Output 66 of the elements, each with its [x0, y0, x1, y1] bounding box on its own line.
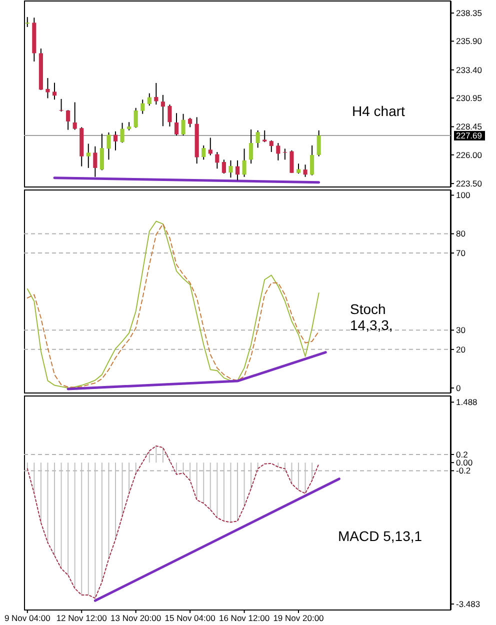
candlestick: [168, 104, 172, 127]
candlestick: [113, 130, 118, 151]
y-tick-label: 0: [456, 382, 461, 393]
candlestick: [160, 94, 165, 127]
y-tick-label: 70: [456, 248, 466, 258]
candlestick: [262, 130, 267, 143]
candlestick: [296, 163, 301, 174]
y-tick-label: 80: [456, 228, 466, 239]
candlestick: [134, 107, 138, 128]
candlestick: [208, 137, 212, 156]
y-tick-label: 20: [456, 344, 466, 354]
candlestick: [120, 122, 124, 144]
candlestick: [235, 160, 240, 181]
candlestick: [86, 143, 90, 168]
candlestick: [316, 130, 321, 157]
y-tick-label: 226.00: [456, 150, 482, 160]
x-tick-label: 12 Nov 12:00: [56, 613, 108, 623]
candlestick: [215, 151, 220, 170]
candlestick: [46, 78, 50, 99]
candlestick: [249, 128, 254, 164]
y-tick-label: 0.00: [456, 458, 473, 468]
x-tick-label: 19 Nov 20:00: [273, 613, 324, 623]
y-tick-label: -3.483: [456, 599, 480, 610]
candlestick: [66, 110, 70, 130]
candlestick: [174, 112, 179, 136]
candlestick: [269, 140, 274, 152]
y-tick-label: -0.2: [456, 466, 471, 476]
candlestick: [140, 99, 145, 114]
candlestick: [202, 144, 206, 160]
y-tick-label: 100: [456, 190, 470, 200]
candlestick: [59, 98, 64, 112]
candlestick: [72, 102, 77, 130]
candlestick: [52, 82, 57, 100]
candlestick: [154, 82, 158, 106]
y-tick-label: 228.45: [456, 122, 482, 132]
y-tick-label: 238.35: [456, 8, 482, 18]
annotation: H4 chart: [352, 103, 406, 119]
y-tick-label: 1.488: [456, 397, 478, 408]
candlestick: [228, 160, 233, 178]
candlestick: [147, 92, 152, 106]
candlestick: [100, 133, 104, 171]
candlestick: [181, 113, 186, 136]
candlestick: [310, 144, 314, 176]
candlestick: [188, 117, 192, 128]
candlestick: [222, 159, 226, 174]
candlestick: [290, 150, 294, 174]
x-tick-label: 15 Nov 04:00: [164, 613, 216, 623]
y-tick-label: 30: [456, 325, 466, 336]
candlestick: [106, 132, 111, 160]
candlestick: [303, 164, 308, 178]
candlestick: [276, 142, 280, 161]
x-tick-label: 13 Nov 20:00: [110, 613, 162, 623]
annotation: Stoch 14,3,3,: [350, 301, 393, 333]
candlestick: [242, 148, 246, 178]
candlestick: [93, 146, 98, 178]
candlestick: [256, 130, 260, 148]
y-tick-label: 223.50: [456, 178, 482, 189]
y-tick-label: 235.90: [456, 36, 482, 46]
x-tick-label: 9 Nov 04:00: [4, 613, 51, 623]
x-tick-label: 16 Nov 12:00: [218, 613, 270, 623]
line-series: [26, 445, 320, 599]
ref-line-label: 227.69: [456, 130, 482, 140]
y-tick-label: 230.95: [456, 92, 482, 103]
annotation: MACD 5,13,1: [338, 528, 422, 544]
y-tick-label: 233.40: [456, 64, 482, 75]
y-tick-label: 0.2: [456, 449, 468, 460]
